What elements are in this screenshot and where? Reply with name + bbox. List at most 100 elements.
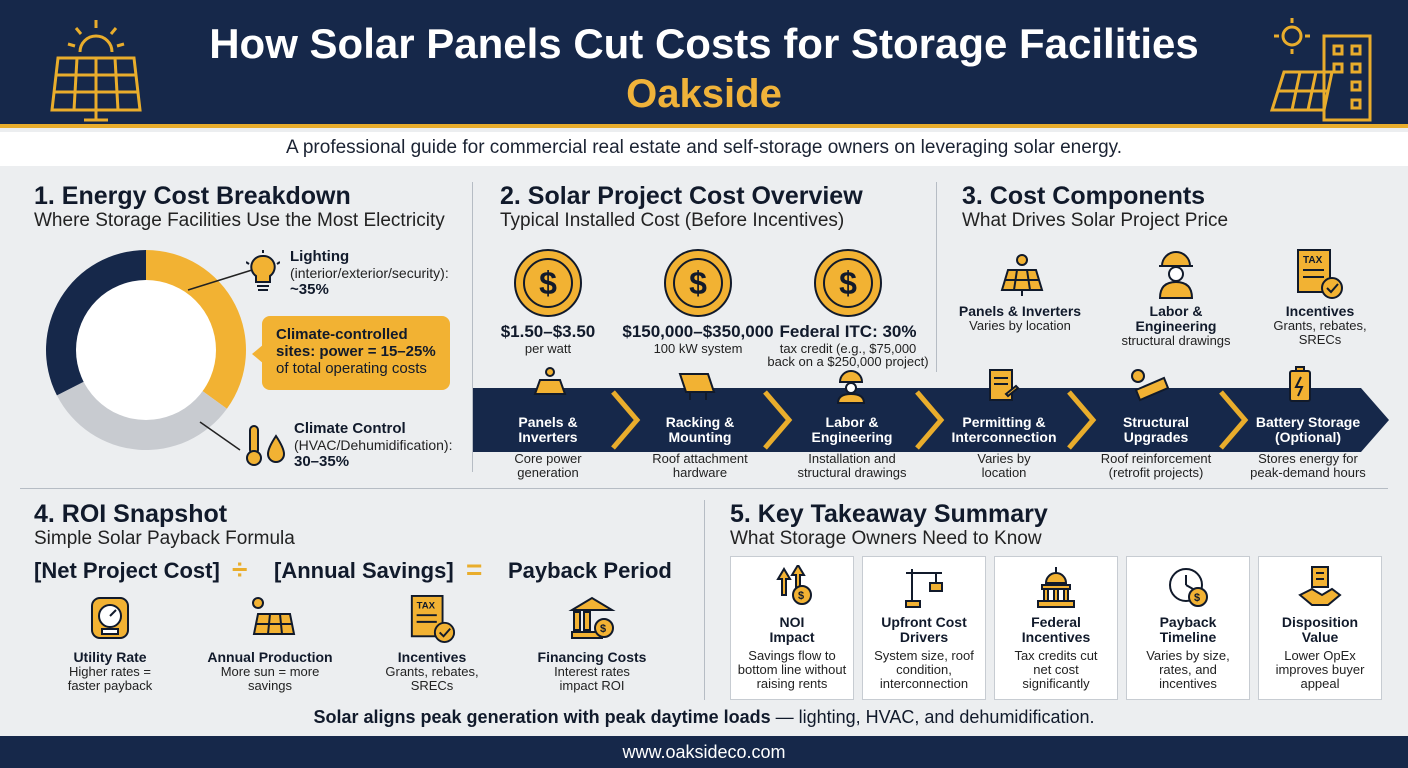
step-label: Panels & <box>518 414 578 430</box>
step-label: Labor & <box>825 414 879 430</box>
takeaway-title1: Disposition <box>1281 614 1359 630</box>
svg-text:$: $ <box>600 623 606 635</box>
cost-component: Incentives Grants, rebates, SRECs <box>1245 304 1395 347</box>
section1-title: 1. Energy Cost Breakdown <box>34 182 351 210</box>
gear-panel-icon <box>1131 369 1170 402</box>
clock-dollar-icon: $ <box>1169 568 1208 607</box>
roi-factor-title: Incentives <box>397 649 467 665</box>
takeaway-desc: Savings flow to bottom line without raisin… <box>731 649 853 691</box>
dollar-coin-icon: $ <box>514 249 582 317</box>
takeaway-title: Upfront Cost Drivers <box>863 615 985 645</box>
takeaway-title2: Timeline <box>1159 629 1217 645</box>
takeaway-card: Federal Incentives Tax credits cut net cost… <box>994 556 1118 700</box>
cost-component-title: Labor & <box>1149 303 1203 319</box>
building-solar-icon <box>1269 18 1372 122</box>
roi-factor-desc: More sun = more <box>220 664 320 679</box>
step-label2: (Optional) <box>1274 429 1342 445</box>
takeaway-desc1: Savings flow to <box>748 648 836 663</box>
lightbulb-icon <box>246 250 280 291</box>
brand-name: Oakside <box>626 72 782 116</box>
svg-text:$: $ <box>839 265 857 301</box>
roi-factor-desc2: faster payback <box>67 678 153 693</box>
cost-component: Panels & Inverters Varies by location <box>945 304 1095 333</box>
climate-value: 30–35% <box>294 453 350 470</box>
takeaway-card: $ Payback Timeline Varies by size, rates, an… <box>1126 556 1250 700</box>
takeaway-desc3: significantly <box>1022 676 1090 691</box>
roi-factor-desc: Interest rates <box>554 664 630 679</box>
step-label: Permitting & <box>962 414 1046 430</box>
takeaway-desc3: incentives <box>1159 676 1217 691</box>
callout-line3: of total operating costs <box>276 360 427 377</box>
divider <box>20 488 1388 489</box>
step-desc: Core power <box>514 451 582 466</box>
takeaway-desc3: appeal <box>1300 676 1340 691</box>
meter-icon <box>91 597 129 639</box>
roi-factor-desc2: impact ROI <box>559 678 625 693</box>
roi-factor: Annual Production More sun = more savings <box>190 650 350 693</box>
footer-url[interactable]: www.oaksideco.com <box>622 742 786 762</box>
takeaway-title1: Payback <box>1159 614 1217 630</box>
energy-donut-chart <box>46 250 246 450</box>
roi-factor-desc2: SRECs <box>410 678 454 693</box>
takeaway-title: Disposition Value <box>1259 615 1381 645</box>
takeaway-card: Disposition Value Lower OpEx improves buyer… <box>1258 556 1382 700</box>
battery-icon <box>1289 366 1311 402</box>
section4-subtitle: Simple Solar Payback Formula <box>34 528 295 549</box>
step-label: Structural <box>1122 414 1190 430</box>
step-desc2: peak-demand hours <box>1250 465 1366 480</box>
step-desc2: hardware <box>672 465 728 480</box>
document-icon <box>989 369 1020 401</box>
svg-text:TAX: TAX <box>1303 255 1323 266</box>
roi-factor-title: Annual Production <box>207 649 333 665</box>
takeaway-card: $ NOI Impact Savings flow to bottom line wit… <box>730 556 854 700</box>
section4-title: 4. ROI Snapshot <box>34 500 228 528</box>
step-desc: Roof attachment <box>652 451 748 466</box>
section2-title: 2. Solar Project Cost Overview <box>500 182 863 210</box>
roi-factor: Utility Rate Higher rates = faster payback <box>30 650 190 693</box>
process-arrow-band <box>473 388 1389 452</box>
thermometer-icon <box>246 425 286 466</box>
cost-component-desc: Varies by location <box>969 318 1071 333</box>
tagline: A professional guide for commercial real… <box>0 132 1408 166</box>
step-desc2: generation <box>517 465 579 480</box>
page-title: How Solar Panels Cut Costs for Storage F… <box>209 20 1199 67</box>
formula-net-cost: [Net Project Cost] <box>34 558 220 583</box>
svg-text:TAX: TAX <box>417 600 436 611</box>
step-desc2: structural drawings <box>797 465 907 480</box>
dollar-coin-icon: $ <box>814 249 882 317</box>
climate-detail: (HVAC/Dehumidification): <box>294 437 453 453</box>
donut-hole <box>76 280 216 420</box>
takeaway-desc2: condition, <box>896 662 952 677</box>
roi-factor-desc: Grants, rebates, <box>385 664 479 679</box>
formula-equals: = <box>466 554 483 585</box>
takeaway-title: NOI Impact <box>731 615 853 645</box>
cost-component-title2: Engineering <box>1135 318 1217 334</box>
legend-lighting: Lighting (interior/exterior/security): ~… <box>290 248 449 298</box>
takeaway-title2: Drivers <box>899 629 949 645</box>
coin-sub: per watt <box>524 341 572 356</box>
step-desc2: (retrofit projects) <box>1108 465 1204 480</box>
roi-factor-title: Financing Costs <box>537 649 647 665</box>
bank-icon: $ <box>568 596 616 639</box>
cost-component-desc2: SRECs <box>1298 332 1342 347</box>
divider <box>704 500 705 700</box>
callout-pointer <box>252 344 264 364</box>
svg-text:$: $ <box>539 265 557 301</box>
legend-climate: Climate Control (HVAC/Dehumidification):… <box>294 420 452 470</box>
takeaway-card: Upfront Cost Drivers System size, roof cond… <box>862 556 986 700</box>
step-label: Racking & <box>665 414 735 430</box>
formula-annual-savings: [Annual Savings] <box>274 558 454 583</box>
takeaway-desc2: net cost <box>1033 662 1079 677</box>
cost-component: Labor & Engineering structural drawings <box>1101 304 1251 348</box>
step-label2: Upgrades <box>1123 429 1189 445</box>
takeaway-title: Federal Incentives <box>995 615 1117 645</box>
worker-icon <box>1158 251 1194 299</box>
takeaway-desc: System size, roof condition, interconnecti… <box>863 649 985 691</box>
coin-sub: 100 kW system <box>653 341 743 356</box>
roi-factor-desc: Higher rates = <box>68 664 151 679</box>
divider <box>936 182 937 372</box>
takeaway-title: Payback Timeline <box>1127 615 1249 645</box>
step-label2: Engineering <box>811 429 893 445</box>
takeaway-desc1: Varies by size, <box>1146 648 1230 663</box>
roi-factor-desc2: savings <box>247 678 293 693</box>
